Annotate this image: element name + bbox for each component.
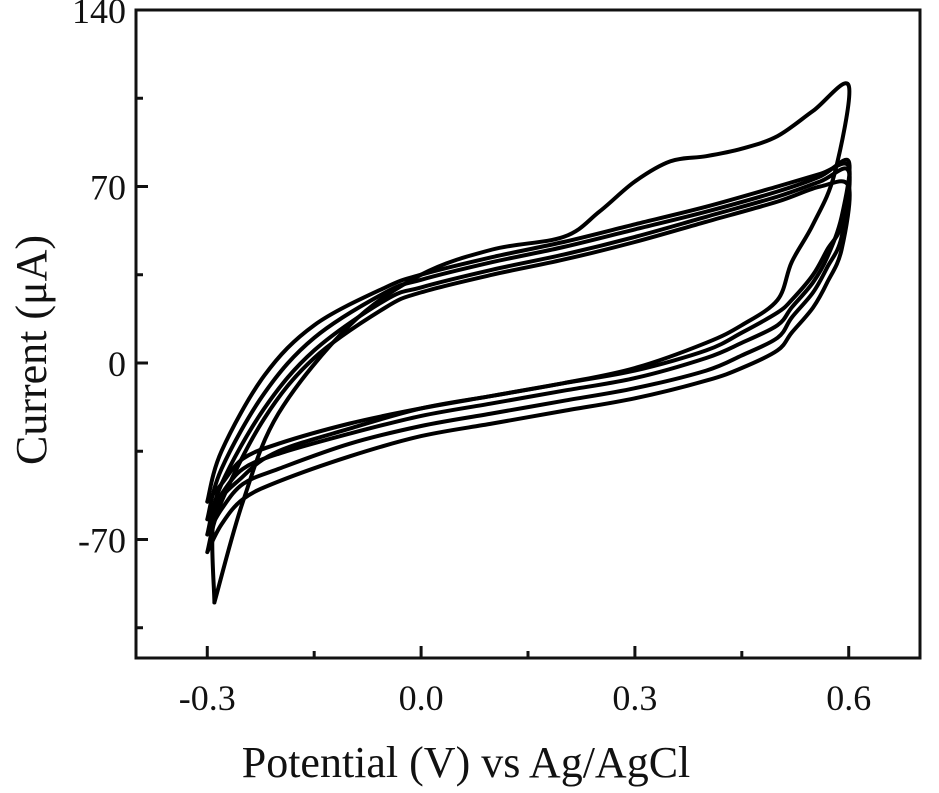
y-tick-label: -70 bbox=[78, 520, 126, 560]
x-tick-label: -0.3 bbox=[179, 678, 236, 718]
y-tick-labels: 140 70 0 -70 bbox=[72, 0, 126, 560]
x-tick-label: 0.0 bbox=[399, 678, 444, 718]
cv-cycle-3 bbox=[205, 179, 852, 555]
cv-cycle-5 bbox=[210, 81, 852, 605]
cv-cycle-1 bbox=[205, 161, 852, 504]
x-tick-labels: -0.3 0.0 0.3 0.6 bbox=[179, 678, 871, 718]
cv-curves bbox=[205, 81, 852, 605]
plot-frame bbox=[134, 8, 922, 660]
y-tick-label: 70 bbox=[90, 167, 126, 207]
x-axis-title: Potential (V) vs Ag/AgCl bbox=[242, 738, 691, 787]
cv-cycle-2 bbox=[205, 166, 852, 537]
x-tick-label: 0.3 bbox=[612, 678, 657, 718]
y-axis-title: Current (μA) bbox=[7, 235, 56, 465]
x-axis-ticks bbox=[205, 646, 851, 658]
y-axis-ticks bbox=[136, 8, 148, 630]
y-tick-label: 0 bbox=[108, 344, 126, 384]
cv-cycle-4 bbox=[205, 157, 852, 522]
x-tick-label: 0.6 bbox=[826, 678, 871, 718]
y-tick-label: 140 bbox=[72, 0, 126, 31]
